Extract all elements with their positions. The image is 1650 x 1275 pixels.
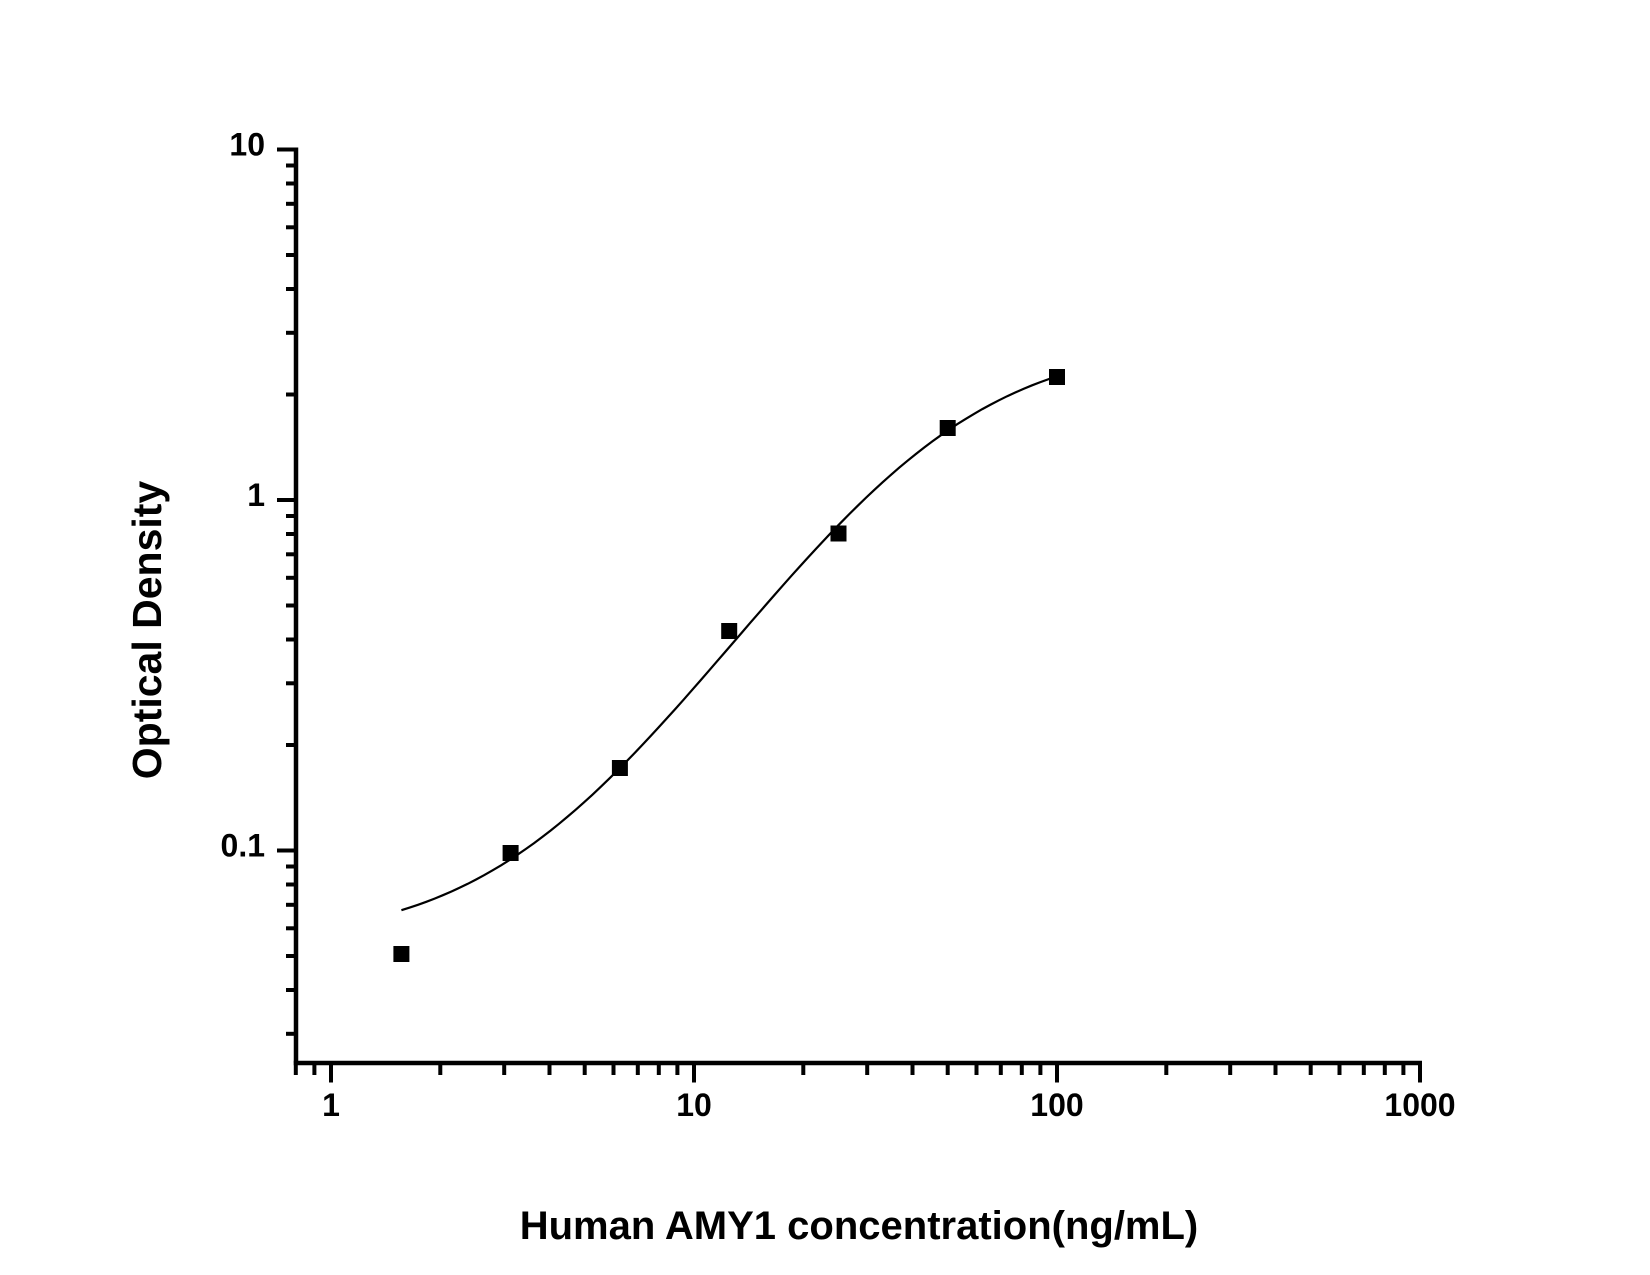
- svg-text:10: 10: [229, 127, 265, 163]
- svg-text:Optical Density: Optical Density: [124, 481, 170, 780]
- svg-text:1: 1: [322, 1087, 340, 1123]
- svg-text:10: 10: [676, 1087, 712, 1123]
- svg-text:0.1: 0.1: [221, 828, 265, 864]
- svg-text:Human AMY1 concentration(ng/mL: Human AMY1 concentration(ng/mL): [520, 1204, 1199, 1248]
- svg-text:1: 1: [247, 477, 265, 513]
- svg-text:100: 100: [1030, 1087, 1083, 1123]
- svg-text:1000: 1000: [1384, 1087, 1455, 1123]
